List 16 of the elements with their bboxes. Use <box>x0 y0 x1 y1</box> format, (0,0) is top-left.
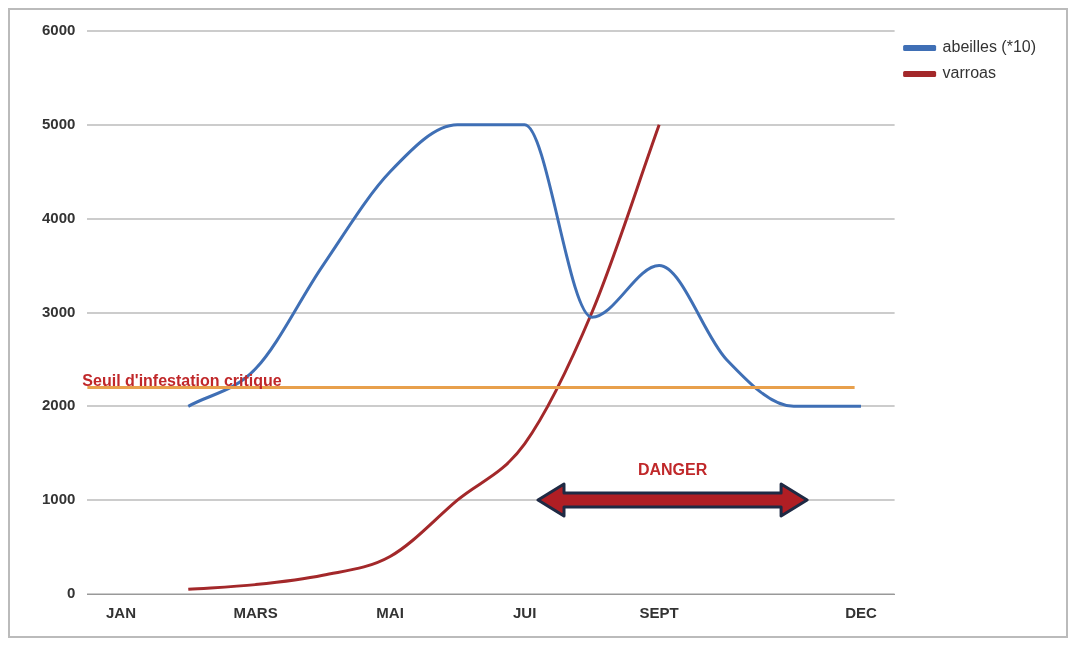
x-tick-label: MARS <box>233 604 278 622</box>
x-tick-label: JAN <box>106 604 137 622</box>
y-tick-label: 0 <box>67 584 76 602</box>
y-tick-label: 4000 <box>41 208 76 226</box>
y-tick-label: 6000 <box>41 21 76 39</box>
x-tick-label: SEPT <box>639 604 679 622</box>
x-tick-label: JUI <box>512 604 537 622</box>
annotation: DANGER <box>637 460 708 478</box>
y-tick-label: 3000 <box>41 302 76 320</box>
legend-label: abeilles (*10) <box>942 38 1037 56</box>
legend-label: varroas <box>942 64 996 82</box>
x-tick-label: MAI <box>376 604 404 622</box>
y-tick-label: 5000 <box>41 114 76 132</box>
x-tick-label: DEC <box>845 604 877 622</box>
y-tick-label: 1000 <box>41 490 76 508</box>
y-tick-label: 2000 <box>41 396 76 414</box>
